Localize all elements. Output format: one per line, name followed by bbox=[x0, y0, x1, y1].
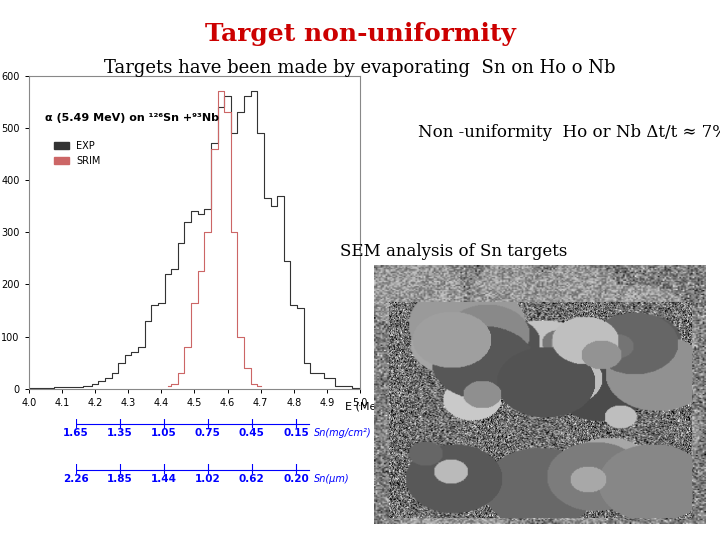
EXP bbox=[41, 384, 50, 391]
EXP bbox=[124, 352, 132, 358]
SRIM bbox=[210, 145, 219, 152]
Text: Target non-uniformity: Target non-uniformity bbox=[204, 22, 516, 45]
EXP bbox=[144, 318, 153, 324]
EXP bbox=[296, 305, 305, 311]
EXP bbox=[316, 370, 325, 376]
SRIM bbox=[177, 370, 186, 376]
EXP bbox=[74, 383, 83, 390]
Text: 2.26: 2.26 bbox=[63, 474, 89, 484]
EXP bbox=[269, 203, 278, 210]
EXP bbox=[217, 104, 225, 110]
EXP bbox=[243, 93, 252, 100]
Text: 1.35: 1.35 bbox=[107, 428, 132, 438]
SRIM bbox=[217, 88, 225, 94]
SRIM bbox=[190, 299, 199, 306]
Text: Targets have been made by evaporating  Sn on Ho o Nb: Targets have been made by evaporating Sn… bbox=[104, 59, 616, 77]
EXP bbox=[302, 360, 311, 366]
SRIM bbox=[163, 383, 172, 389]
EXP bbox=[84, 383, 93, 389]
EXP bbox=[223, 93, 232, 100]
EXP bbox=[256, 130, 265, 136]
EXP bbox=[64, 384, 73, 390]
EXP bbox=[356, 384, 364, 391]
Legend: EXP, SRIM: EXP, SRIM bbox=[50, 137, 104, 170]
Text: 1.02: 1.02 bbox=[195, 474, 220, 484]
SRIM bbox=[170, 380, 179, 387]
EXP bbox=[283, 258, 292, 264]
EXP bbox=[163, 271, 172, 277]
EXP bbox=[130, 349, 139, 355]
Text: Sn(μm): Sn(μm) bbox=[314, 474, 350, 484]
EXP bbox=[236, 109, 245, 116]
EXP bbox=[230, 130, 238, 136]
Line: EXP: EXP bbox=[29, 91, 360, 388]
EXP bbox=[250, 88, 258, 94]
SRIM bbox=[230, 229, 238, 235]
EXP bbox=[58, 384, 66, 390]
EXP bbox=[210, 140, 219, 147]
EXP bbox=[339, 383, 348, 389]
SRIM bbox=[236, 333, 245, 340]
Text: 0.75: 0.75 bbox=[195, 428, 221, 438]
Text: α (5.49 MeV) on ¹²⁶Sn +⁹³Nb: α (5.49 MeV) on ¹²⁶Sn +⁹³Nb bbox=[45, 113, 220, 123]
SRIM bbox=[256, 383, 265, 389]
EXP bbox=[184, 219, 192, 225]
SRIM bbox=[250, 380, 258, 387]
Text: 0.15: 0.15 bbox=[283, 428, 309, 438]
EXP bbox=[117, 360, 126, 366]
Text: 1.85: 1.85 bbox=[107, 474, 132, 484]
Text: 0.45: 0.45 bbox=[239, 428, 265, 438]
SRIM bbox=[197, 268, 205, 274]
EXP bbox=[24, 384, 33, 391]
Text: 0.62: 0.62 bbox=[239, 474, 265, 484]
EXP bbox=[190, 208, 199, 214]
EXP bbox=[91, 380, 99, 387]
EXP bbox=[157, 299, 166, 306]
Text: 0.20: 0.20 bbox=[283, 474, 309, 484]
Text: 1.44: 1.44 bbox=[150, 474, 176, 484]
Text: 1.05: 1.05 bbox=[151, 428, 176, 438]
EXP bbox=[323, 375, 331, 382]
Text: 1.65: 1.65 bbox=[63, 428, 89, 438]
EXP bbox=[137, 344, 145, 350]
EXP bbox=[97, 378, 106, 384]
SRIM bbox=[184, 344, 192, 350]
EXP bbox=[170, 266, 179, 272]
EXP bbox=[263, 195, 271, 201]
EXP bbox=[203, 206, 212, 212]
EXP bbox=[104, 375, 112, 382]
EXP bbox=[276, 192, 285, 199]
SRIM bbox=[223, 109, 232, 116]
EXP bbox=[111, 370, 120, 376]
EXP bbox=[310, 370, 318, 376]
SRIM bbox=[203, 229, 212, 235]
EXP bbox=[177, 239, 186, 246]
SRIM bbox=[243, 364, 252, 371]
EXP bbox=[289, 302, 298, 308]
Text: SEM analysis of Sn targets: SEM analysis of Sn targets bbox=[340, 243, 567, 260]
EXP bbox=[150, 302, 159, 308]
Text: Sn(mg/cm²): Sn(mg/cm²) bbox=[314, 428, 372, 438]
X-axis label: E (MeV): E (MeV) bbox=[345, 401, 388, 411]
EXP bbox=[197, 211, 205, 217]
Text: Non -uniformity  Ho or Nb Δt/t ≈ 7%: Non -uniformity Ho or Nb Δt/t ≈ 7% bbox=[418, 124, 720, 141]
Line: SRIM: SRIM bbox=[168, 91, 261, 386]
